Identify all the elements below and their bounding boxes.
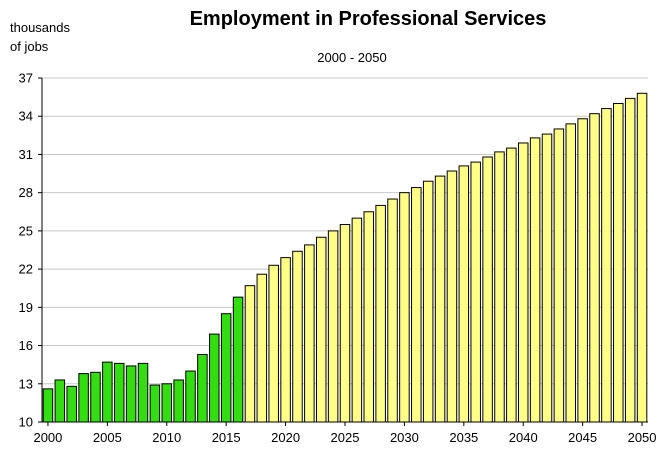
bar-2029 (387, 198, 398, 423)
bar-2043 (553, 128, 565, 423)
bar-2050 (636, 92, 648, 423)
x-tick-2010: 2010 (152, 430, 181, 445)
bar-2021 (292, 250, 303, 423)
x-tick-2035: 2035 (449, 430, 478, 445)
y-tick-37: 37 (19, 71, 33, 86)
x-tick-2005: 2005 (93, 430, 122, 445)
bar-2022 (304, 244, 315, 423)
x-tick-2000: 2000 (33, 430, 62, 445)
bar-2025 (339, 224, 351, 423)
bar-2048 (613, 102, 624, 423)
bar-2030 (399, 192, 410, 423)
bar-2041 (529, 137, 541, 423)
bar-2028 (375, 204, 386, 423)
x-tick-2015: 2015 (212, 430, 241, 445)
bar-2008 (137, 362, 149, 423)
x-tick-2030: 2030 (390, 430, 419, 445)
bar-2016 (232, 296, 244, 423)
bar-2044 (565, 123, 577, 423)
bars (42, 92, 648, 423)
bar-2019 (268, 264, 279, 423)
bar-2032 (422, 180, 434, 423)
bar-2026 (351, 217, 363, 423)
bar-2013 (197, 353, 208, 423)
bar-2011 (173, 379, 184, 423)
y-tick-16: 16 (19, 338, 33, 353)
x-tick-2020: 2020 (271, 430, 300, 445)
bar-2003 (78, 373, 89, 423)
bar-2014 (209, 333, 220, 423)
bar-2004 (90, 371, 101, 423)
y-axis-label-line1: thousands (10, 20, 70, 35)
bar-2046 (589, 113, 600, 423)
bar-2024 (327, 230, 339, 423)
bar-2012 (185, 370, 196, 423)
chart-title: Employment in Professional Services (190, 8, 547, 30)
bar-2002 (66, 385, 77, 423)
bar-2047 (601, 108, 612, 423)
bar-2035 (458, 165, 470, 423)
y-tick-19: 19 (19, 300, 33, 315)
chart-subtitle: 2000 - 2050 (317, 50, 386, 65)
bar-2023 (315, 236, 327, 423)
axes (38, 77, 648, 426)
bar-2015 (220, 313, 232, 423)
y-tick-28: 28 (19, 185, 33, 200)
bar-2017 (244, 285, 256, 423)
bar-2039 (506, 147, 517, 423)
bar-2000 (42, 388, 54, 423)
y-tick-10: 10 (19, 415, 33, 430)
bar-2027 (363, 211, 375, 423)
bar-2010 (161, 383, 173, 423)
bar-2038 (494, 151, 505, 423)
x-tick-labels: 2000 2005 2010 2015 2020 2025 2030 2035 2040 2045… (33, 430, 656, 445)
bar-2034 (446, 170, 458, 423)
bar-2033 (434, 175, 446, 423)
bar-2005 (102, 361, 113, 423)
y-tick-31: 31 (19, 147, 33, 162)
bar-2009 (149, 384, 161, 423)
bar-2006 (113, 362, 125, 423)
x-tick-2025: 2025 (331, 430, 360, 445)
bar-2036 (470, 161, 481, 423)
x-tick-2045: 2045 (568, 430, 597, 445)
y-tick-22: 22 (19, 262, 33, 277)
bar-2007 (125, 365, 137, 423)
bar-2045 (577, 118, 588, 423)
bar-2040 (517, 142, 529, 423)
x-tick-2040: 2040 (509, 430, 538, 445)
y-tick-labels: 10 13 16 19 22 25 28 31 34 37 (19, 71, 33, 430)
x-tick-2050: 2050 (628, 430, 657, 445)
bar-2049 (624, 97, 636, 423)
y-axis-label-line2: of jobs (10, 39, 49, 54)
bar-2042 (541, 133, 553, 423)
bar-2001 (54, 379, 66, 423)
bar-2037 (482, 156, 493, 423)
bar-2018 (256, 273, 268, 423)
y-tick-34: 34 (19, 109, 33, 124)
y-tick-25: 25 (19, 223, 33, 238)
bar-2020 (280, 257, 291, 423)
bar-2031 (411, 187, 422, 423)
y-tick-13: 13 (19, 376, 33, 391)
